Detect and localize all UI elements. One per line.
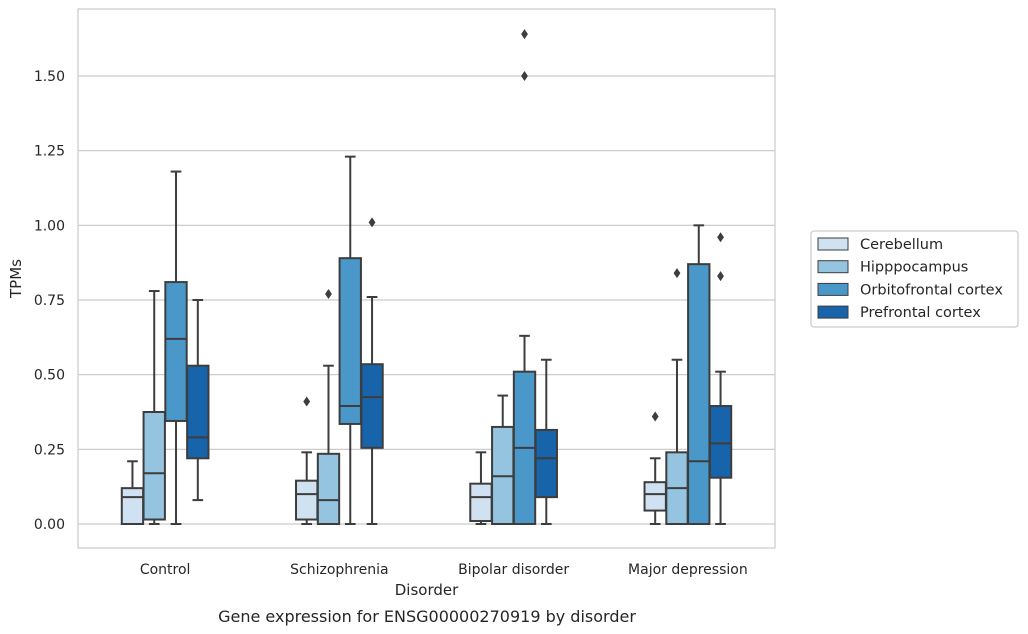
outlier-point	[521, 71, 528, 81]
legend-swatch	[817, 260, 849, 274]
box-prefrontal-cortex	[186, 299, 210, 502]
box-hipppocampus	[316, 289, 341, 525]
box-hipppocampus	[491, 394, 515, 525]
box-body	[142, 411, 166, 521]
x-tick-label: Control	[140, 562, 191, 578]
outlier-point	[717, 232, 724, 243]
box-cerebellum	[120, 460, 145, 526]
box-body	[316, 452, 341, 525]
y-tick-label: 0.50	[34, 368, 65, 384]
legend-label: Cerebellum	[860, 237, 943, 253]
y-tick-label: 0.75	[34, 293, 65, 309]
box-prefrontal-cortex	[708, 232, 733, 525]
box-prefrontal-cortex	[360, 217, 384, 525]
box-body	[360, 363, 384, 449]
y-axis-title: TPMs	[7, 259, 25, 299]
y-tick-label: 0.25	[34, 442, 65, 458]
box-body	[708, 405, 733, 479]
x-tick-label: Bipolar disorder	[458, 562, 569, 578]
legend-swatch	[817, 305, 849, 319]
box-orbitofrontal-cortex	[687, 224, 711, 525]
x-axis-title: Disorder	[395, 581, 459, 599]
box-hipppocampus	[665, 268, 689, 526]
plot-frame	[77, 8, 776, 549]
box-body	[164, 281, 188, 422]
outlier-point	[521, 29, 528, 40]
box-body	[295, 479, 319, 521]
outlier-point	[303, 396, 311, 407]
box-orbitofrontal-cortex	[164, 170, 188, 525]
outlier-point	[717, 271, 724, 282]
chart-caption: Gene expression for ENSG00000270919 by d…	[218, 607, 636, 626]
legend-label: Prefrontal cortex	[860, 305, 981, 321]
box-orbitofrontal-cortex	[512, 29, 537, 525]
x-axis-ticks: Control Schizophrenia Bipolar disorder Majo…	[140, 562, 748, 578]
legend-swatch	[817, 282, 849, 296]
outlier-point	[673, 268, 681, 279]
legend: Cerebellum Hipppocampus Orbitofrontal cort…	[810, 230, 1019, 328]
outlier-point	[651, 411, 659, 422]
box-body	[687, 263, 711, 525]
box-body	[338, 257, 362, 425]
legend-label: Orbitofrontal cortex	[860, 282, 1003, 298]
box-body	[643, 481, 667, 512]
box-body	[469, 482, 493, 523]
box-hipppocampus	[142, 290, 166, 525]
box-body	[534, 428, 558, 499]
box-prefrontal-cortex	[534, 358, 558, 525]
outlier-point	[368, 217, 376, 228]
legend-label: Hipppocampus	[860, 260, 968, 276]
box-body	[186, 364, 210, 460]
x-tick-label: Schizophrenia	[290, 562, 388, 578]
box-body	[120, 487, 145, 526]
legend-swatch	[817, 237, 849, 251]
box-cerebellum	[295, 396, 319, 525]
y-tick-label: 1.50	[34, 69, 65, 85]
x-tick-label: Major depression	[628, 562, 748, 578]
y-axis-ticks: 0.00 0.25 0.50 0.75 1.00 1.25 1.50	[34, 69, 65, 533]
outlier-point	[325, 289, 332, 300]
y-tick-label: 1.00	[34, 218, 65, 234]
legend-frame	[810, 230, 1019, 328]
box-series	[120, 29, 733, 526]
y-tick-label: 0.00	[34, 517, 65, 533]
box-orbitofrontal-cortex	[338, 155, 362, 525]
y-tick-label: 1.25	[34, 144, 65, 160]
